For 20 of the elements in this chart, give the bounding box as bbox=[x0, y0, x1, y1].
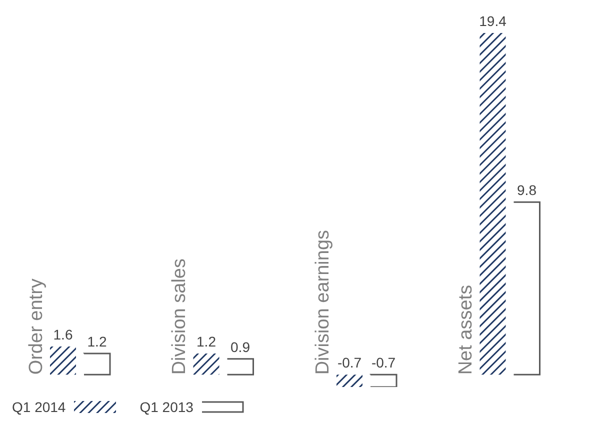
bar bbox=[336, 374, 362, 387]
data-label: 0.9 bbox=[230, 338, 250, 355]
data-label: 19.4 bbox=[479, 13, 507, 29]
bar bbox=[50, 346, 76, 375]
data-label: 1.6 bbox=[53, 326, 73, 342]
x-tick-label: Division earnings bbox=[312, 230, 334, 375]
legend-label: Q1 2014 bbox=[12, 399, 66, 415]
bar bbox=[480, 33, 506, 375]
x-tick-label: Order entry bbox=[26, 278, 47, 375]
x-tick-label: Net assets bbox=[456, 284, 477, 375]
data-label: 1.2 bbox=[87, 334, 107, 350]
bar bbox=[226, 358, 254, 376]
bar bbox=[370, 374, 398, 387]
data-label: -0.7 bbox=[337, 354, 362, 371]
data-label: -0.7 bbox=[371, 354, 396, 371]
legend-label: Q1 2013 bbox=[140, 399, 194, 415]
bar bbox=[193, 354, 220, 375]
data-label: 1.2 bbox=[196, 334, 216, 350]
x-tick-label: Division sales bbox=[169, 258, 190, 375]
data-label: 9.8 bbox=[517, 182, 537, 198]
